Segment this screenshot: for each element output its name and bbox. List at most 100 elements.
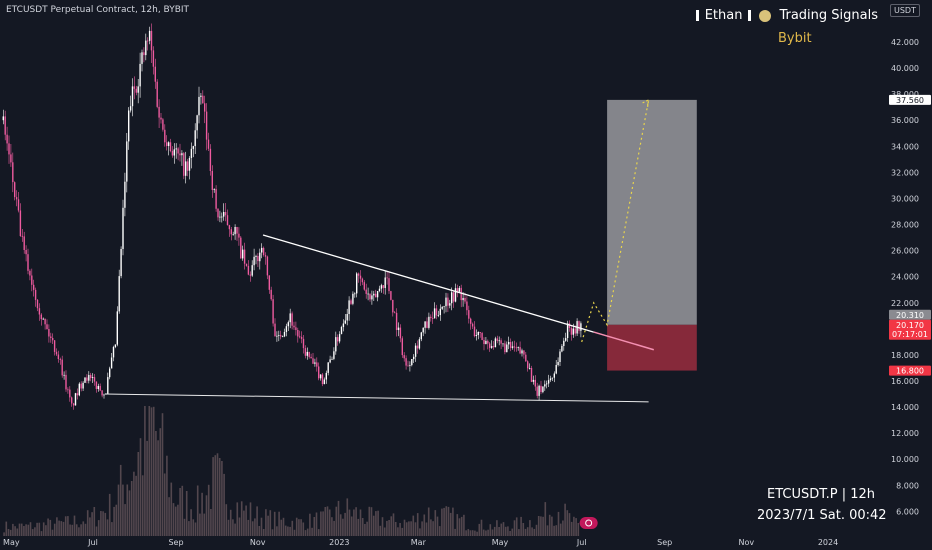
candle-body xyxy=(99,386,101,391)
candle-body xyxy=(221,216,223,218)
volume-bar xyxy=(23,526,25,536)
candle-body xyxy=(209,148,212,171)
candle-body xyxy=(262,247,265,255)
volume-bar xyxy=(174,506,177,536)
volume-bar xyxy=(280,519,283,536)
volume-bar xyxy=(100,511,102,536)
candle-body xyxy=(50,336,52,338)
candle-body xyxy=(350,300,352,304)
volume-bar xyxy=(84,523,87,536)
candle-body xyxy=(397,327,400,330)
candle-body xyxy=(280,335,282,337)
candle-body xyxy=(84,377,86,383)
volume-bar xyxy=(82,521,85,536)
candle-body xyxy=(207,139,210,149)
x-tick-label: 2023 xyxy=(329,538,349,547)
currency-unit-badge[interactable]: USDT xyxy=(890,4,920,17)
volume-bar xyxy=(531,527,533,536)
candle-body xyxy=(395,312,398,330)
volume-bar xyxy=(9,529,12,536)
volume-bar xyxy=(124,504,126,536)
candle-body xyxy=(327,362,329,373)
candle-body xyxy=(468,310,470,319)
candle-body xyxy=(154,66,156,82)
candle-body xyxy=(72,403,75,406)
candle-body xyxy=(373,293,375,296)
volume-bar xyxy=(212,457,214,536)
candle-body xyxy=(308,351,310,357)
volume-bar xyxy=(128,490,131,536)
candle-body xyxy=(141,52,143,64)
volume-bar xyxy=(51,529,54,536)
candle-body xyxy=(426,321,428,328)
candle-body xyxy=(91,377,94,378)
exchange-name: Bybit xyxy=(778,31,812,46)
candle-body xyxy=(31,275,33,285)
candle-body xyxy=(555,365,557,374)
volume-bar xyxy=(522,523,525,536)
watermark-symbol: ETCUSDT.P | 12h xyxy=(767,487,876,502)
candle-body xyxy=(147,40,149,42)
candle-body xyxy=(247,265,250,275)
volume-bar xyxy=(491,529,494,536)
candle-body xyxy=(21,235,23,237)
volume-bar xyxy=(507,526,509,536)
y-tick-label: 10.000 xyxy=(891,455,919,464)
candle-body xyxy=(129,106,132,111)
candle-body xyxy=(36,299,39,309)
candle-body xyxy=(171,151,174,156)
candle-body xyxy=(10,154,12,163)
volume-bar xyxy=(476,531,478,536)
candle-body xyxy=(257,256,259,262)
volume-bar xyxy=(357,518,360,536)
candle-body xyxy=(169,142,172,151)
candle-body xyxy=(321,374,324,385)
candle-body xyxy=(337,337,339,342)
y-tick-label: 24.000 xyxy=(891,273,919,282)
candle-body xyxy=(578,321,580,331)
volume-bar xyxy=(254,518,256,536)
volume-bar xyxy=(130,481,133,536)
candle-body xyxy=(416,345,419,349)
candle-body xyxy=(528,368,531,369)
volume-bar xyxy=(223,473,225,536)
candle-body xyxy=(506,344,508,353)
volume-bar xyxy=(401,527,404,536)
volume-bar xyxy=(375,511,377,536)
candle-body xyxy=(344,320,346,324)
volume-bar xyxy=(339,514,342,536)
candle-body xyxy=(202,95,204,104)
candle-body xyxy=(325,372,327,380)
candle-body xyxy=(126,141,128,182)
candle-body xyxy=(166,142,168,146)
volume-bar xyxy=(383,527,386,536)
volume-bar xyxy=(436,516,439,536)
volume-bar xyxy=(346,498,349,536)
candle-body xyxy=(295,327,297,330)
candle-body xyxy=(329,359,331,363)
candle-body xyxy=(527,361,529,369)
x-tick-label: May xyxy=(492,538,509,547)
volume-bar xyxy=(238,517,241,536)
volume-bar xyxy=(126,484,129,536)
y-tick-label: 34.000 xyxy=(891,142,919,151)
candle-body xyxy=(369,293,371,300)
candle-body xyxy=(521,350,523,354)
volume-bar xyxy=(199,513,201,536)
candle-body xyxy=(274,323,276,337)
volume-bar xyxy=(185,491,188,536)
candle-body xyxy=(148,30,151,41)
volume-bar xyxy=(49,519,52,536)
volume-bar xyxy=(381,517,384,536)
candle-body xyxy=(523,350,525,355)
volume-bar xyxy=(432,521,434,536)
candle-body xyxy=(439,308,441,315)
volume-bar xyxy=(368,506,371,536)
candle-body xyxy=(109,368,111,378)
support-trend-line xyxy=(105,393,649,403)
volume-bar xyxy=(515,517,518,536)
entry-price-tag: 20.310 xyxy=(896,311,924,320)
candle-body xyxy=(376,291,379,298)
candle-body xyxy=(363,282,365,290)
